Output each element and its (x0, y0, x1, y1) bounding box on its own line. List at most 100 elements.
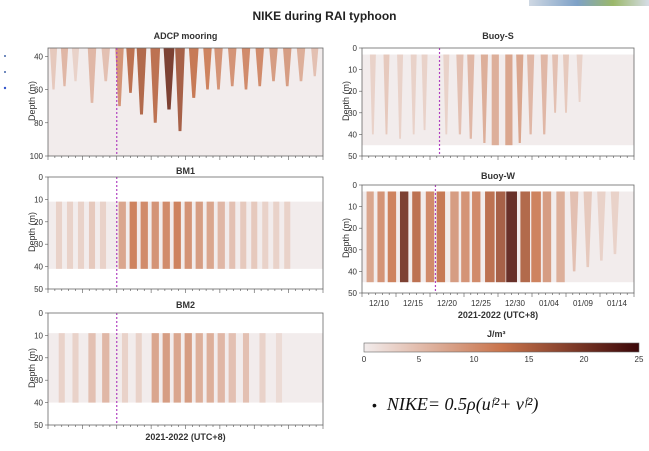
panel-title: Buoy-W (481, 171, 515, 181)
side-markers (3, 55, 7, 90)
heatmap-band (241, 48, 251, 90)
heatmap-band (240, 201, 247, 269)
heatmap-band (87, 48, 97, 103)
heatmap-band (195, 333, 203, 403)
heatmap-band (140, 201, 148, 269)
heatmap-band (173, 201, 181, 269)
heatmap-band (610, 191, 620, 255)
heatmap-band (88, 333, 96, 403)
heatmap-band (121, 333, 129, 403)
x-tick-label: 12/20 (437, 299, 458, 308)
heatmap-band (467, 54, 475, 139)
heatmap-band (102, 333, 110, 403)
heatmap-band (72, 333, 79, 403)
colorbar-tick-label: 0 (362, 355, 367, 363)
heatmap-band (162, 201, 170, 269)
y-tick-label: 10 (34, 331, 43, 340)
colorbar-gradient (363, 342, 640, 353)
heatmap-band (126, 48, 135, 93)
y-tick-label: 30 (348, 246, 357, 255)
panel-title: Buoy-S (482, 31, 514, 41)
heatmap-band (60, 48, 69, 87)
heatmap-band (118, 201, 126, 269)
heatmap-band (251, 201, 258, 269)
heatmap-band (552, 54, 559, 113)
x-axis-label: 2021-2022 (UTC+8) (457, 310, 539, 320)
y-tick-label: 40 (348, 267, 357, 276)
x-tick-label: 01/09 (573, 299, 594, 308)
heatmap-band (242, 333, 250, 403)
heatmap-band (71, 48, 80, 82)
heatmap-band (229, 201, 236, 269)
y-tick-label: 0 (353, 181, 358, 190)
heatmap-band (188, 48, 199, 98)
heatmap-band (399, 191, 409, 283)
heatmap-band (450, 191, 459, 283)
heatmap-band (217, 333, 225, 403)
heatmap-band (150, 48, 161, 123)
nike-formula: • NIKE= 0.5ρ(uᶠ²+ vᶠ²) (372, 394, 538, 415)
y-tick-label: 30 (348, 109, 357, 118)
map-thumbnail-strip (529, 0, 649, 6)
heatmap-band (184, 201, 192, 269)
heatmap-band (421, 54, 428, 131)
heatmap-band (129, 201, 137, 269)
x-tick-label: 01/04 (539, 299, 560, 308)
heatmap-band (527, 54, 535, 135)
heatmap-band (583, 191, 592, 268)
heatmap-band (55, 201, 63, 269)
heatmap-band (49, 48, 58, 90)
y-tick-label: 40 (348, 130, 357, 139)
heatmap-band (412, 191, 421, 283)
heatmap-band (195, 201, 203, 269)
y-tick-label: 80 (34, 119, 43, 128)
x-axis-label: 2021-2022 (UTC+8) (145, 432, 226, 442)
heatmap-band (531, 191, 541, 283)
y-tick-label: 50 (34, 421, 43, 430)
x-tick-label: 01/14 (607, 299, 628, 308)
heatmap-band (269, 48, 278, 82)
heatmap-band (491, 54, 499, 146)
heatmap-band (387, 191, 397, 283)
y-tick-label: 30 (34, 240, 43, 249)
heatmap-band (311, 48, 319, 77)
heatmap-band (480, 54, 488, 144)
panel-title: BM2 (175, 300, 195, 310)
y-tick-label: 0 (39, 309, 44, 318)
y-tick-label: 10 (34, 195, 43, 204)
heatmap-band (495, 191, 506, 283)
heatmap-band (436, 191, 446, 283)
heatmap-band (383, 54, 390, 135)
heatmap-band (77, 201, 85, 269)
heatmap-band (369, 54, 376, 135)
heatmap-band (556, 191, 565, 283)
y-tick-label: 20 (348, 224, 357, 233)
heatmap-band (217, 201, 225, 269)
y-tick-label: 50 (348, 152, 357, 161)
colorbar: 0 5 10 15 20 25 (362, 342, 644, 363)
heatmap-band (135, 333, 142, 403)
y-tick-label: 20 (34, 218, 43, 227)
heatmap-band (410, 54, 417, 135)
heatmap-band (58, 333, 65, 403)
y-tick-label: 100 (30, 152, 44, 161)
heatmap-band (203, 48, 212, 90)
heatmap-band (542, 191, 552, 283)
y-tick-label: 60 (34, 86, 43, 95)
heatmap-band (485, 191, 495, 283)
heatmap-band (101, 48, 110, 82)
heatmap-band (228, 333, 236, 403)
panel-title: ADCP mooring (153, 31, 218, 41)
heatmap-band (273, 201, 280, 269)
heatmap-band (259, 333, 266, 403)
y-tick-label: 50 (34, 285, 43, 294)
heatmap-band (461, 191, 470, 283)
